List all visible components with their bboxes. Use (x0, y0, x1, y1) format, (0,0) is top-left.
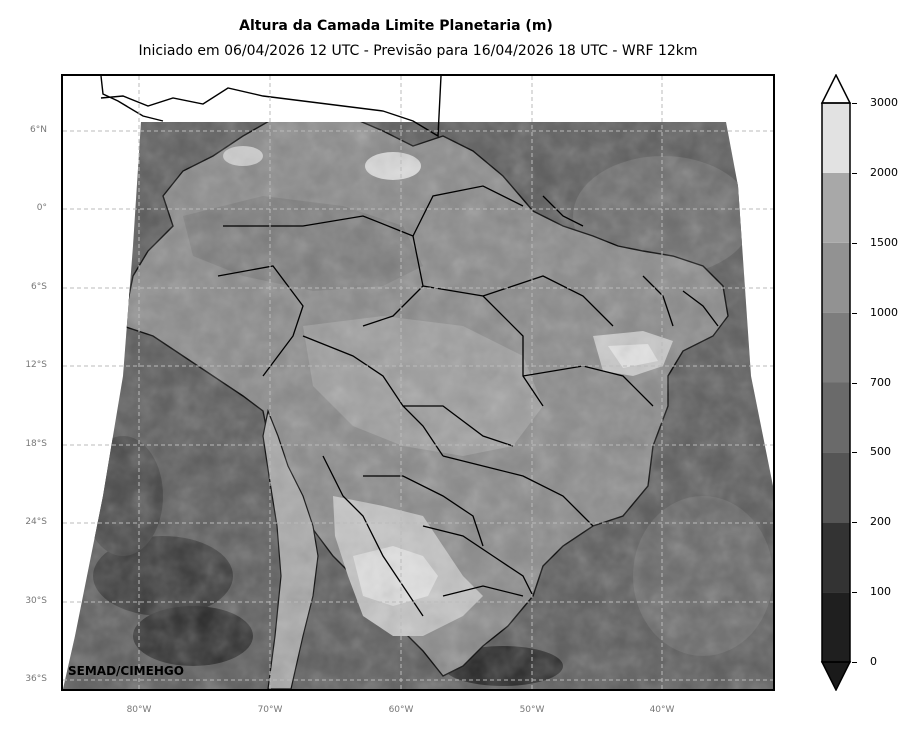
graticule (63, 76, 773, 689)
colorbar-outline (821, 102, 851, 663)
lat-tick-label: 18°S (25, 439, 47, 449)
lon-tick-label: 60°W (388, 705, 414, 715)
lon-tick-label: 70°W (257, 705, 283, 715)
colorbar-level-label: 500 (870, 445, 891, 459)
map-canvas (63, 76, 773, 689)
caribbean-coast-outline (100, 76, 442, 138)
lat-tick-label: 24°S (25, 517, 47, 527)
colorbar-level-label: 100 (870, 585, 891, 599)
colorbar-tick (852, 522, 857, 524)
colorbar-extend-min (820, 661, 852, 691)
colorbar-tick (852, 592, 857, 594)
colorbar-level-label: 2000 (870, 165, 898, 179)
colorbar-level-label: 200 (870, 515, 891, 529)
lon-tick-label: 80°W (126, 705, 152, 715)
map-title: Altura da Camada Limite Planetaria (m) (239, 18, 553, 34)
colorbar-tick (852, 312, 857, 314)
colorbar-level-label: 1000 (870, 305, 898, 319)
colorbar-tick (852, 242, 857, 244)
lat-tick-label: 36°S (25, 674, 47, 684)
colorbar-level-label: 3000 (870, 96, 898, 109)
colorbar (820, 74, 852, 691)
contour-texture (63, 122, 773, 689)
colorbar-segment (822, 242, 850, 313)
lat-tick-label: 30°S (25, 596, 47, 606)
lat-tick-label: 0° (36, 203, 47, 213)
colorbar-level-label: 1500 (870, 235, 898, 249)
colorbar-segment (822, 312, 850, 383)
colorbar-extend-max (820, 74, 852, 104)
map-subtitle: Iniciado em 06/04/2026 12 UTC - Previsão… (138, 43, 698, 59)
colorbar-segment (822, 103, 850, 173)
colorbar-level-label: 700 (870, 375, 891, 389)
lon-tick-label: 50°W (519, 705, 545, 715)
colorbar-level-label: 0 (870, 655, 877, 668)
colorbar-tick (852, 382, 857, 384)
colorbar-segment (822, 452, 850, 523)
colorbar-segment (822, 592, 850, 662)
central-america-outline (100, 76, 164, 122)
political-borders (217, 185, 719, 617)
lon-tick-label: 40°W (649, 705, 675, 715)
lat-tick-label: 12°S (25, 360, 47, 370)
colorbar-tick (852, 103, 857, 104)
map-panel (61, 74, 775, 691)
colorbar-segment (822, 172, 850, 243)
colorbar-tick (852, 662, 857, 663)
colorbar-segment (822, 522, 850, 593)
colorbar-tick (852, 172, 857, 174)
credit-label: SEMAD/CIMEHGO (68, 664, 184, 678)
colorbar-tick (852, 452, 857, 454)
lat-tick-label: 6°N (30, 125, 47, 135)
lat-tick-label: 6°S (31, 282, 47, 292)
colorbar-segment (822, 382, 850, 453)
